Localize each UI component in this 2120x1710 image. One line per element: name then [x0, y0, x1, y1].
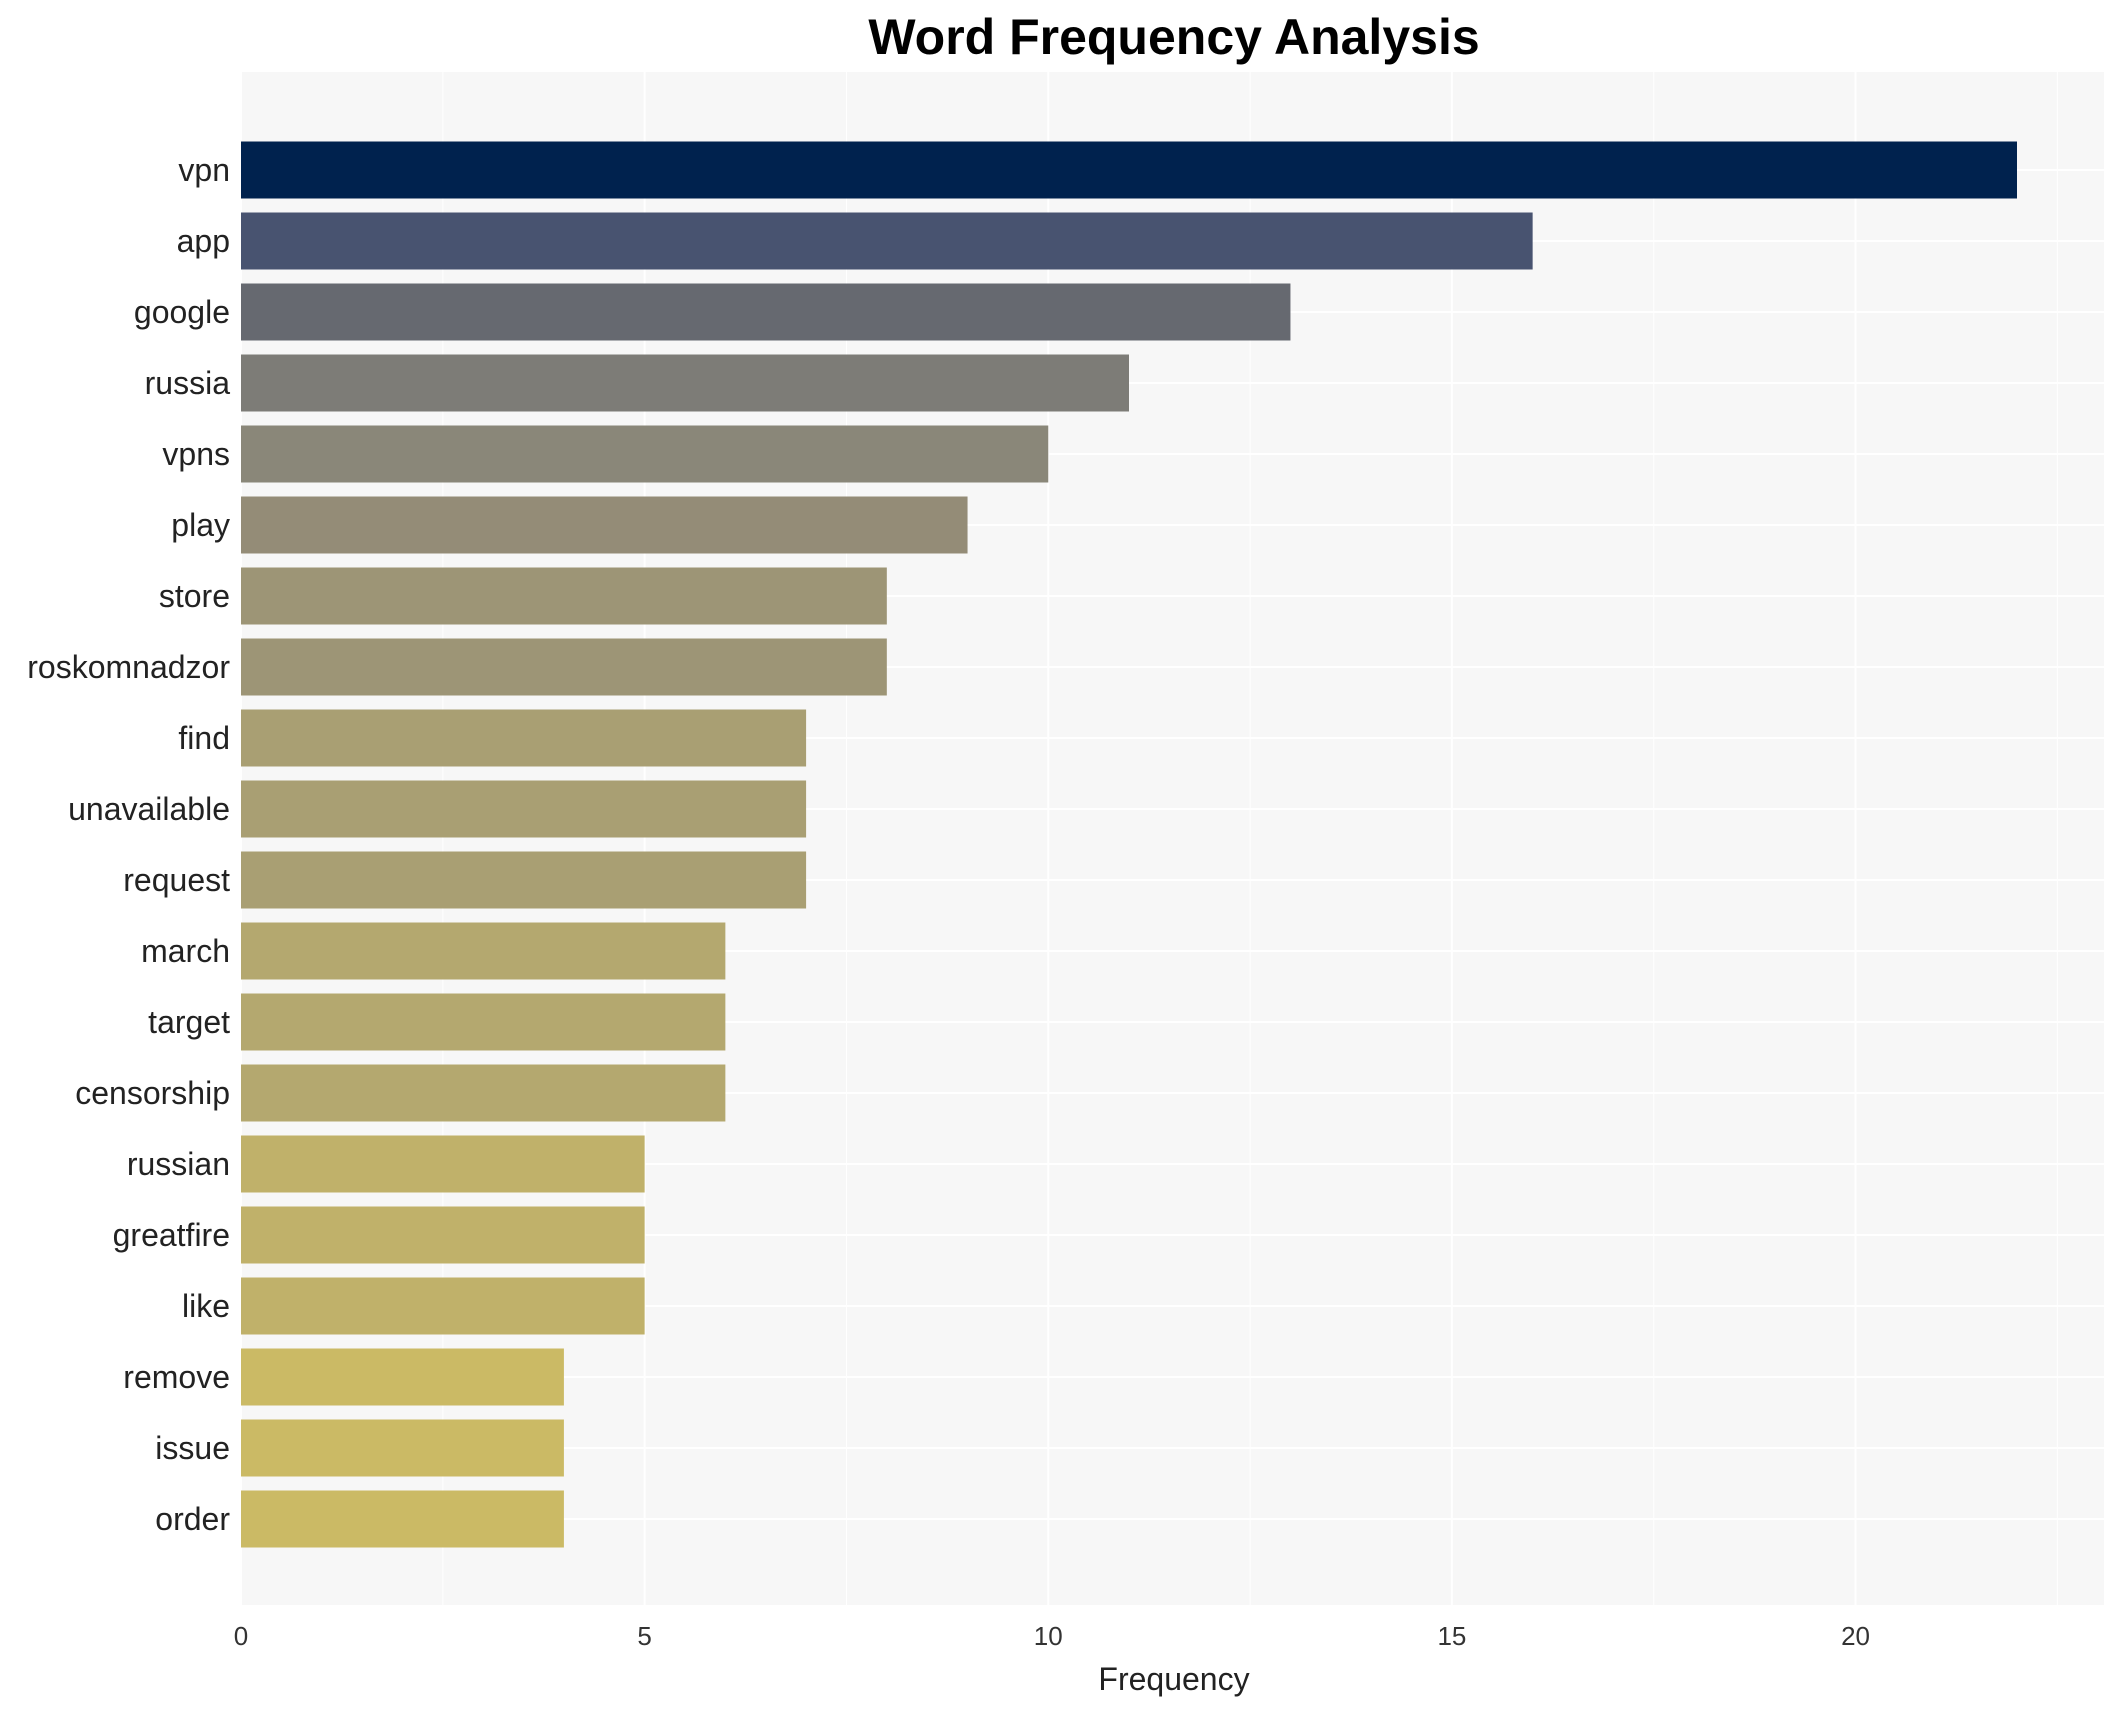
category-label-roskomnadzor: roskomnadzor	[27, 649, 230, 685]
bar-march	[241, 922, 726, 980]
category-label-censorship: censorship	[75, 1075, 230, 1111]
bars	[241, 141, 2017, 1548]
x-axis-ticks: 0 5 10 15 20	[234, 1621, 1870, 1651]
category-label-like: like	[182, 1288, 230, 1324]
bar-play	[241, 496, 968, 554]
bar-roskomnadzor	[241, 638, 887, 696]
bar-order	[241, 1490, 564, 1548]
bar-censorship	[241, 1064, 726, 1122]
x-axis-title: Frequency	[1098, 1661, 1249, 1697]
bar-remove	[241, 1348, 564, 1406]
category-label-greatfire: greatfire	[113, 1217, 230, 1253]
x-tick-label: 15	[1437, 1621, 1466, 1651]
category-label-march: march	[141, 933, 230, 969]
bar-store	[241, 567, 887, 625]
bar-like	[241, 1277, 645, 1335]
x-tick-label: 20	[1841, 1621, 1870, 1651]
category-label-vpns: vpns	[162, 436, 230, 472]
bar-issue	[241, 1419, 564, 1477]
bar-russian	[241, 1135, 645, 1193]
category-label-play: play	[171, 507, 230, 543]
category-label-remove: remove	[123, 1359, 230, 1395]
bar-vpns	[241, 425, 1049, 483]
category-label-store: store	[159, 578, 230, 614]
bar-google	[241, 283, 1291, 341]
category-label-order: order	[155, 1501, 230, 1537]
category-label-issue: issue	[155, 1430, 230, 1466]
bar-app	[241, 212, 1533, 270]
chart-title: Word Frequency Analysis	[868, 9, 1479, 65]
category-label-request: request	[123, 862, 230, 898]
category-label-target: target	[148, 1004, 230, 1040]
bar-target	[241, 993, 726, 1051]
bar-find	[241, 709, 807, 767]
bar-vpn	[241, 141, 2017, 199]
x-tick-label: 10	[1034, 1621, 1063, 1651]
category-label-vpn: vpn	[178, 152, 230, 188]
x-tick-label: 0	[234, 1621, 248, 1651]
category-label-find: find	[178, 720, 230, 756]
category-label-app: app	[177, 223, 230, 259]
bar-greatfire	[241, 1206, 645, 1264]
category-label-russian: russian	[127, 1146, 230, 1182]
bar-russia	[241, 354, 1129, 412]
category-label-russia: russia	[145, 365, 231, 401]
bar-unavailable	[241, 780, 807, 838]
category-labels: vpn app google russia vpns play store roskomnad…	[27, 152, 230, 1537]
bar-request	[241, 851, 807, 909]
x-tick-label: 5	[637, 1621, 651, 1651]
category-label-unavailable: unavailable	[68, 791, 230, 827]
category-label-google: google	[134, 294, 230, 330]
